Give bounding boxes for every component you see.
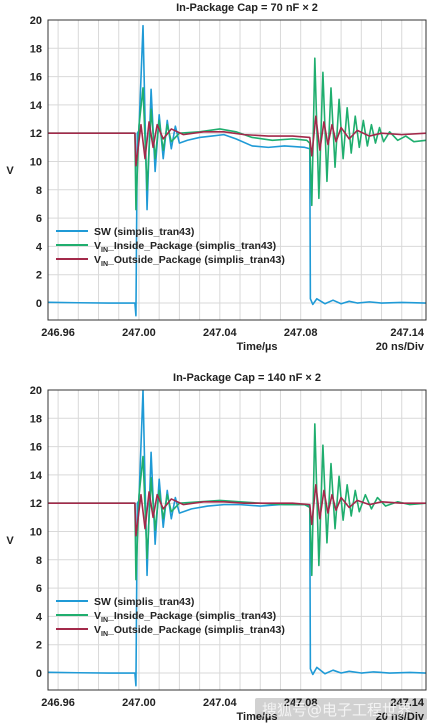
x-tick-label: 247.14	[390, 327, 425, 339]
plot-frame	[47, 389, 427, 691]
x-axis-label: Time/µs	[237, 711, 278, 723]
legend-label-3: VIN_Outside_Package (simplis_tran43)	[94, 624, 285, 638]
series-group	[48, 390, 426, 687]
x-tick-label: 246.96	[41, 697, 75, 709]
series-line-1	[48, 24, 426, 317]
y-tick-label: 12	[30, 128, 42, 140]
x-tick-label: 247.04	[203, 327, 238, 339]
watermark-backdrop	[255, 698, 427, 720]
y-tick-label: 20	[30, 15, 42, 27]
y-tick-label: 8	[36, 555, 42, 567]
legend-label-pre: V	[94, 240, 101, 252]
chart-title: In-Package Cap = 140 nF × 2	[173, 372, 321, 384]
y-tick-label: 8	[36, 185, 42, 197]
y-tick-label: 0	[36, 668, 42, 680]
legend-label-pre: V	[94, 624, 101, 636]
y-tick-label: 18	[30, 413, 42, 425]
y-tick-label: 14	[30, 100, 43, 112]
y-axis-label: V	[6, 165, 14, 177]
plot-frame	[47, 19, 427, 321]
legend-label-2: VIN_Inside_Package (simplis_tran43)	[94, 240, 276, 254]
y-tick-label: 20	[30, 385, 42, 397]
chart-title: In-Package Cap = 70 nF × 2	[176, 2, 318, 14]
x-tick-label: 247.00	[122, 327, 156, 339]
y-tick-label: 18	[30, 43, 42, 55]
x-tick-label: 247.14	[390, 697, 425, 709]
y-tick-label: 16	[30, 72, 42, 84]
y-tick-label: 4	[36, 611, 43, 623]
legend-label-pre: V	[94, 254, 101, 266]
series-line-2	[48, 423, 426, 581]
y-tick-label: 10	[30, 527, 42, 539]
x-tick-label: 247.04	[203, 697, 238, 709]
legend-label-main: _Outside_Package (simplis_tran43)	[107, 624, 285, 636]
y-tick-label: 2	[36, 640, 42, 652]
legend-label-main: _Inside_Package (simplis_tran43)	[107, 240, 276, 252]
legend-label-2: VIN_Inside_Package (simplis_tran43)	[94, 610, 276, 624]
legend-label-sub: IN	[101, 261, 108, 268]
series-group	[48, 24, 426, 317]
watermark-text: 搜狐号@电子工程世界	[262, 701, 412, 719]
series-line-2	[48, 57, 426, 211]
y-tick-label: 4	[36, 241, 43, 253]
y-tick-label: 2	[36, 270, 42, 282]
y-tick-label: 10	[30, 157, 42, 169]
y-tick-label: 12	[30, 498, 42, 510]
legend-label-sub: IN	[101, 247, 108, 254]
series-line-1	[48, 390, 426, 687]
y-axis-label: V	[6, 535, 14, 547]
legend-label-main: _Inside_Package (simplis_tran43)	[107, 610, 276, 622]
chart-panel-1: In-Package Cap = 70 nF × 2 0 2 4 6 8 10 12 14 16 1…	[6, 2, 427, 353]
legend-label-1: SW (simplis_tran43)	[94, 226, 194, 238]
div-note: 20 ns/Div	[376, 341, 425, 353]
div-note: 20 ns/Div	[376, 711, 425, 723]
legend-label-sub: IN	[101, 631, 108, 638]
chart-panel-2: In-Package Cap = 140 nF × 2 0 2 4 6 8 10 12 14 16…	[6, 372, 427, 723]
series-line-3	[48, 484, 426, 537]
series-line-3	[48, 115, 426, 167]
legend-label-1: SW (simplis_tran43)	[94, 596, 194, 608]
x-tick-label: 247.08	[284, 327, 318, 339]
legend-label-main: _Outside_Package (simplis_tran43)	[107, 254, 285, 266]
x-tick-label: 246.96	[41, 327, 75, 339]
y-tick-label: 0	[36, 298, 42, 310]
x-tick-label: 247.08	[284, 697, 318, 709]
x-axis-label: Time/µs	[237, 341, 278, 353]
y-tick-label: 16	[30, 442, 42, 454]
legend-label-3: VIN_Outside_Package (simplis_tran43)	[94, 254, 285, 268]
legend-label-sub: IN	[101, 617, 108, 624]
legend-label-pre: V	[94, 610, 101, 622]
y-tick-label: 6	[36, 583, 42, 595]
y-tick-label: 6	[36, 213, 42, 225]
x-tick-label: 247.00	[122, 697, 156, 709]
y-tick-label: 14	[30, 470, 43, 482]
